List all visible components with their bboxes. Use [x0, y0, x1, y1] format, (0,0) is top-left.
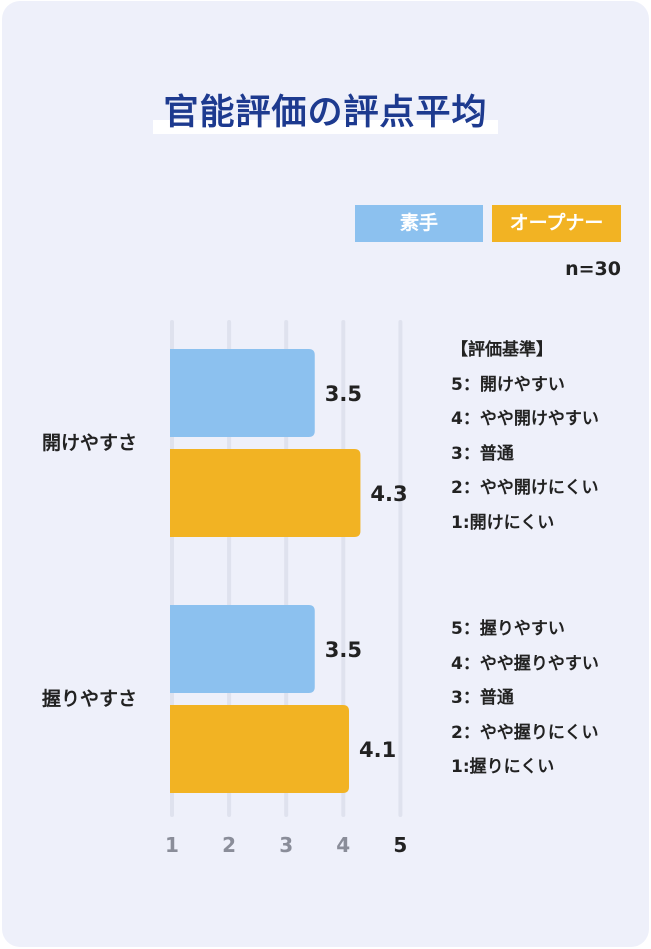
data-label-open-series-1: 3.5 — [325, 382, 362, 406]
x-tick-label-2: 2 — [222, 833, 237, 857]
criteria-grip-1: 1:握りにくい — [451, 757, 555, 777]
criteria-heading: 【評価基準】 — [451, 340, 553, 360]
legend-series-1: 素手 — [355, 205, 483, 242]
data-label-grip-series-1: 3.5 — [325, 638, 362, 662]
sample-size-label: n=30 — [565, 258, 621, 280]
category-label-grip: 握りやすさ — [42, 688, 138, 710]
chart-title-text: 官能評価の評点平均 — [163, 93, 488, 133]
criteria-grip-3: 3：普通 — [451, 688, 514, 708]
criteria-grip-4: 4：やや握りやすい — [451, 653, 599, 674]
category-label-open: 開けやすさ — [42, 432, 138, 454]
title-highlight — [153, 120, 498, 134]
chart-title: 官能評価の評点平均 — [153, 84, 498, 135]
title-wrap: 官能評価の評点平均 — [0, 84, 651, 135]
bar-open-series-2 — [170, 449, 361, 537]
criteria-grip-2: 2：やや握りにくい — [451, 722, 599, 743]
bar-grip-series-2 — [170, 705, 350, 793]
x-tick-label-5: 5 — [393, 833, 408, 857]
x-tick-label-3: 3 — [279, 833, 294, 857]
criteria-open-4: 4：やや開けやすい — [451, 409, 599, 429]
data-label-grip-series-2: 4.1 — [359, 738, 396, 762]
bar-grip-series-1 — [170, 605, 315, 693]
criteria-open-5: 5：開けやすい — [451, 374, 565, 395]
criteria-open-3: 3：普通 — [451, 443, 514, 464]
bar-open-series-1 — [170, 349, 315, 437]
criteria-grip-5: 5：握りやすい — [451, 619, 565, 639]
x-tick-label-1: 1 — [165, 833, 179, 857]
x-tick-label-4: 4 — [336, 833, 351, 857]
criteria-grip: 5：握りやすい 4：やや握りやすい 3：普通 2：やや握りにくい 1:握りにくい — [451, 612, 599, 785]
criteria-open: 【評価基準】 5：開けやすい 4：やや開けやすい 3：普通 2：やや開けにくい … — [451, 333, 599, 540]
criteria-open-2: 2：やや開けにくい — [451, 478, 599, 498]
data-label-open-series-2: 4.3 — [370, 482, 407, 506]
legend-series-2: オープナー — [492, 205, 621, 242]
criteria-open-1: 1:開けにくい — [451, 512, 555, 533]
bar-layer: 3.5 3.5 4.3 4.1 — [170, 349, 408, 793]
